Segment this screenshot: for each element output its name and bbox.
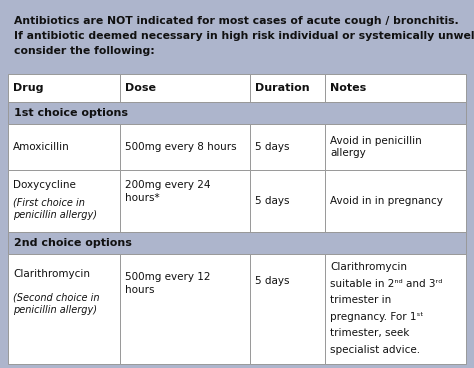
Text: Antibiotics are NOT indicated for most cases of acute cough / bronchitis.: Antibiotics are NOT indicated for most c… xyxy=(14,16,459,26)
Text: Drug: Drug xyxy=(13,83,44,93)
Text: 500mg every 12
hours: 500mg every 12 hours xyxy=(125,272,210,295)
Text: If antibiotic deemed necessary in high risk individual or systemically unwell,: If antibiotic deemed necessary in high r… xyxy=(14,31,474,41)
Text: Dose: Dose xyxy=(125,83,156,93)
Bar xyxy=(120,74,250,102)
Text: (First choice in
penicillin allergy): (First choice in penicillin allergy) xyxy=(13,197,97,220)
Bar xyxy=(325,74,466,102)
Bar xyxy=(8,6,466,74)
Bar xyxy=(325,170,466,232)
Text: 500mg every 8 hours: 500mg every 8 hours xyxy=(125,142,237,152)
Bar xyxy=(120,170,250,232)
Bar xyxy=(8,102,466,124)
Text: consider the following:: consider the following: xyxy=(14,46,155,56)
Bar xyxy=(325,124,466,170)
Text: (Second choice in
penicillin allergy): (Second choice in penicillin allergy) xyxy=(13,292,100,315)
Text: pregnancy. For 1ˢᵗ: pregnancy. For 1ˢᵗ xyxy=(330,312,423,322)
Text: trimester in: trimester in xyxy=(330,295,391,305)
Bar xyxy=(120,254,250,364)
Text: Doxycycline: Doxycycline xyxy=(13,180,76,191)
Bar xyxy=(8,124,120,170)
Text: 5 days: 5 days xyxy=(255,196,290,206)
Bar xyxy=(8,254,120,364)
Text: 5 days: 5 days xyxy=(255,276,290,287)
Bar xyxy=(250,170,325,232)
Bar xyxy=(250,124,325,170)
Bar xyxy=(8,74,120,102)
Bar xyxy=(250,254,325,364)
Text: 2nd choice options: 2nd choice options xyxy=(14,238,132,248)
Text: Clarithromycin: Clarithromycin xyxy=(330,262,407,272)
Bar xyxy=(8,232,466,254)
Text: Avoid in penicillin
allergy: Avoid in penicillin allergy xyxy=(330,135,422,158)
Bar xyxy=(120,124,250,170)
Bar xyxy=(250,74,325,102)
Text: Duration: Duration xyxy=(255,83,310,93)
Text: Avoid in in pregnancy: Avoid in in pregnancy xyxy=(330,196,443,206)
Text: Notes: Notes xyxy=(330,83,366,93)
Bar xyxy=(325,254,466,364)
Bar xyxy=(8,170,120,232)
Text: Amoxicillin: Amoxicillin xyxy=(13,142,70,152)
Text: Clarithromycin: Clarithromycin xyxy=(13,269,90,279)
Text: specialist advice.: specialist advice. xyxy=(330,345,420,355)
Text: 200mg every 24
hours*: 200mg every 24 hours* xyxy=(125,180,210,203)
Text: 5 days: 5 days xyxy=(255,142,290,152)
Text: suitable in 2ⁿᵈ and 3ʳᵈ: suitable in 2ⁿᵈ and 3ʳᵈ xyxy=(330,279,443,289)
Text: 1st choice options: 1st choice options xyxy=(14,108,128,118)
Text: trimester, seek: trimester, seek xyxy=(330,328,410,338)
